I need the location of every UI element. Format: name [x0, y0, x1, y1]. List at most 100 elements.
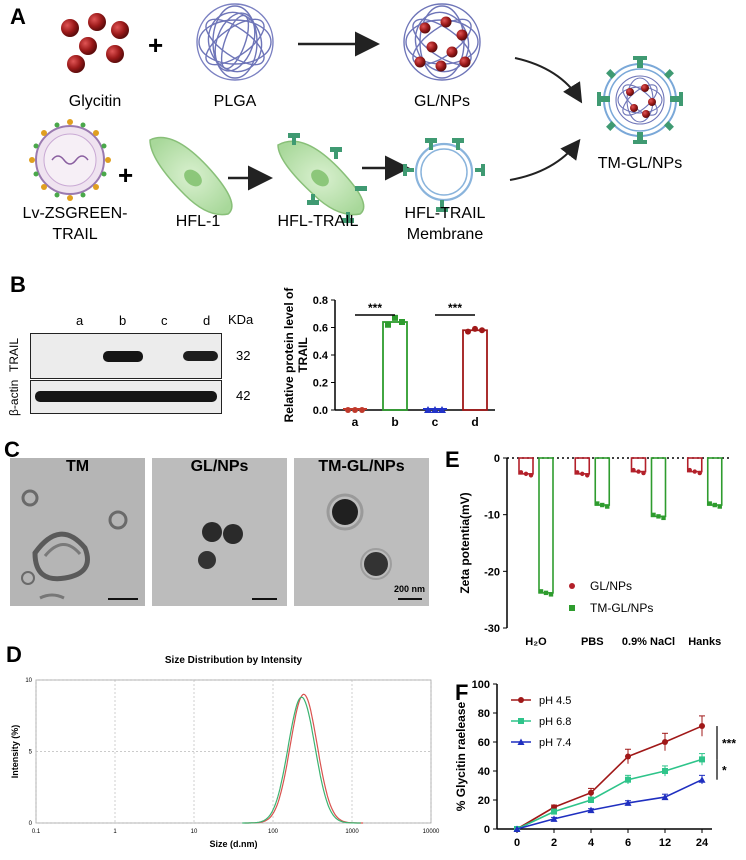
data-point: [699, 723, 705, 730]
panel-label-c: C: [4, 437, 20, 462]
significance-label: ***: [448, 301, 462, 315]
data-point: [625, 753, 631, 760]
bar: [382, 321, 408, 411]
y-tick-label: 0.8: [313, 295, 328, 307]
blot-lane-labels: a b c d: [60, 313, 240, 333]
trail-kda: 32: [236, 348, 251, 363]
x-tick-label: Hanks: [688, 636, 721, 648]
em-image-glnps-content: [152, 458, 287, 606]
em-image-tm: TM: [10, 458, 145, 606]
glycitin-label: Glycitin: [68, 93, 122, 110]
data-point: [699, 756, 705, 763]
em-title-glnps: GL/NPs: [190, 458, 249, 475]
x-tick-label: 6: [625, 837, 631, 849]
x-tick-label: 4: [588, 837, 595, 849]
y-tick-label: 40: [478, 766, 490, 778]
hfl-trail-label: HFL-TRAIL: [277, 213, 359, 230]
panel-label-d: D: [6, 642, 22, 667]
kda-label: KDa: [228, 312, 254, 327]
legend-marker: [569, 605, 575, 611]
y-tick-label: -10: [484, 510, 500, 522]
panel-label-a: A: [10, 4, 26, 29]
blot-lane-label: a: [76, 313, 84, 328]
y-tick-label: 5: [29, 750, 33, 756]
data-point: [698, 776, 706, 783]
data-point: [656, 514, 661, 519]
significance-label: ***: [368, 301, 382, 315]
data-point: [575, 470, 580, 475]
y-tick-label: -30: [484, 623, 500, 635]
em-image-tmglnps: TM-GL/NPs 200 nm: [294, 458, 429, 606]
panel-label-b: B: [10, 272, 26, 297]
panel-e-bar-chart: 0 -10 -20 -30 H₂O PBS 0.9% NaCl Hanks Zeta poten…: [458, 453, 732, 648]
x-tick-label: 1000: [345, 829, 359, 835]
data-point: [587, 806, 595, 814]
data-point: [513, 825, 521, 832]
y-tick-label: 60: [478, 737, 490, 749]
data-point: [661, 793, 669, 801]
data-point: [551, 808, 557, 815]
trail-row-label: TRAIL: [7, 337, 21, 372]
data-point: [479, 327, 485, 334]
x-tick-label: 2: [551, 837, 557, 849]
data-point: [399, 319, 405, 325]
x-tick-label: 100: [268, 829, 279, 835]
data-point: [625, 776, 631, 783]
legend-marker: [517, 738, 525, 745]
legend-label: pH 4.5: [539, 695, 571, 707]
y-axis-label-line2: TRAIL: [296, 337, 310, 372]
y-tick-label: 0: [484, 824, 490, 836]
y-axis-label: Intensity (%): [10, 725, 20, 779]
lentivirus-label-line1: Lv-ZSGREEN-: [22, 205, 128, 222]
x-tick-label: c: [432, 415, 439, 429]
series-line: [242, 696, 361, 824]
bar: [538, 457, 554, 594]
hfl-trail-membrane-icon: [403, 138, 485, 212]
chart-title: Size Distribution by Intensity: [165, 655, 303, 666]
y-axis-label: % Glycitin raelease: [454, 701, 468, 811]
legend-label: pH 6.8: [539, 716, 571, 728]
series-line: [516, 758, 703, 830]
x-tick-label: H₂O: [525, 636, 547, 648]
y-tick-label: 0.0: [313, 405, 328, 417]
tm-gl-nps-label: TM-GL/NPs: [597, 155, 683, 172]
data-point: [523, 471, 529, 477]
y-tick-label: 80: [478, 708, 490, 720]
membrane-label-line2: Membrane: [406, 226, 484, 243]
bar: [594, 457, 611, 506]
x-tick-label: d: [471, 415, 478, 429]
data-point: [550, 815, 558, 822]
bar: [462, 329, 488, 411]
data-point: [472, 325, 478, 332]
membrane-label: HFL-TRAIL Membrane: [395, 203, 495, 245]
hfl-1-label: HFL-1: [175, 213, 221, 230]
legend-label: TM-GL/NPs: [590, 601, 653, 615]
gl-nps-icon: [403, 3, 481, 81]
y-tick-label: 0.4: [313, 350, 329, 362]
data-point: [717, 504, 722, 509]
plga-label: PLGA: [213, 93, 257, 110]
series-line: [516, 725, 703, 830]
plus-sign-1: +: [148, 30, 164, 60]
legend-label: GL/NPs: [590, 579, 632, 593]
data-point: [624, 799, 632, 806]
data-point: [662, 768, 668, 774]
bar: [706, 457, 723, 506]
data-point: [697, 470, 702, 476]
y-tick-label: 0.6: [313, 323, 328, 335]
significance-label: ***: [722, 737, 736, 751]
data-point: [712, 502, 717, 508]
data-point: [345, 407, 351, 413]
data-point: [538, 589, 544, 594]
y-axis-label: Relative protein level ofTRAIL: [282, 287, 310, 423]
y-tick-label: 0: [29, 821, 33, 827]
data-point: [595, 501, 600, 506]
data-point: [687, 467, 692, 473]
x-tick-label: 24: [696, 837, 709, 849]
x-tick-label: 10: [191, 829, 198, 835]
y-tick-label: 20: [478, 795, 490, 807]
significance-label: *: [722, 764, 727, 778]
data-point: [543, 590, 549, 596]
tm-gl-nps-icon: [597, 56, 683, 144]
lentivirus-label-line2: TRAIL: [52, 226, 98, 243]
